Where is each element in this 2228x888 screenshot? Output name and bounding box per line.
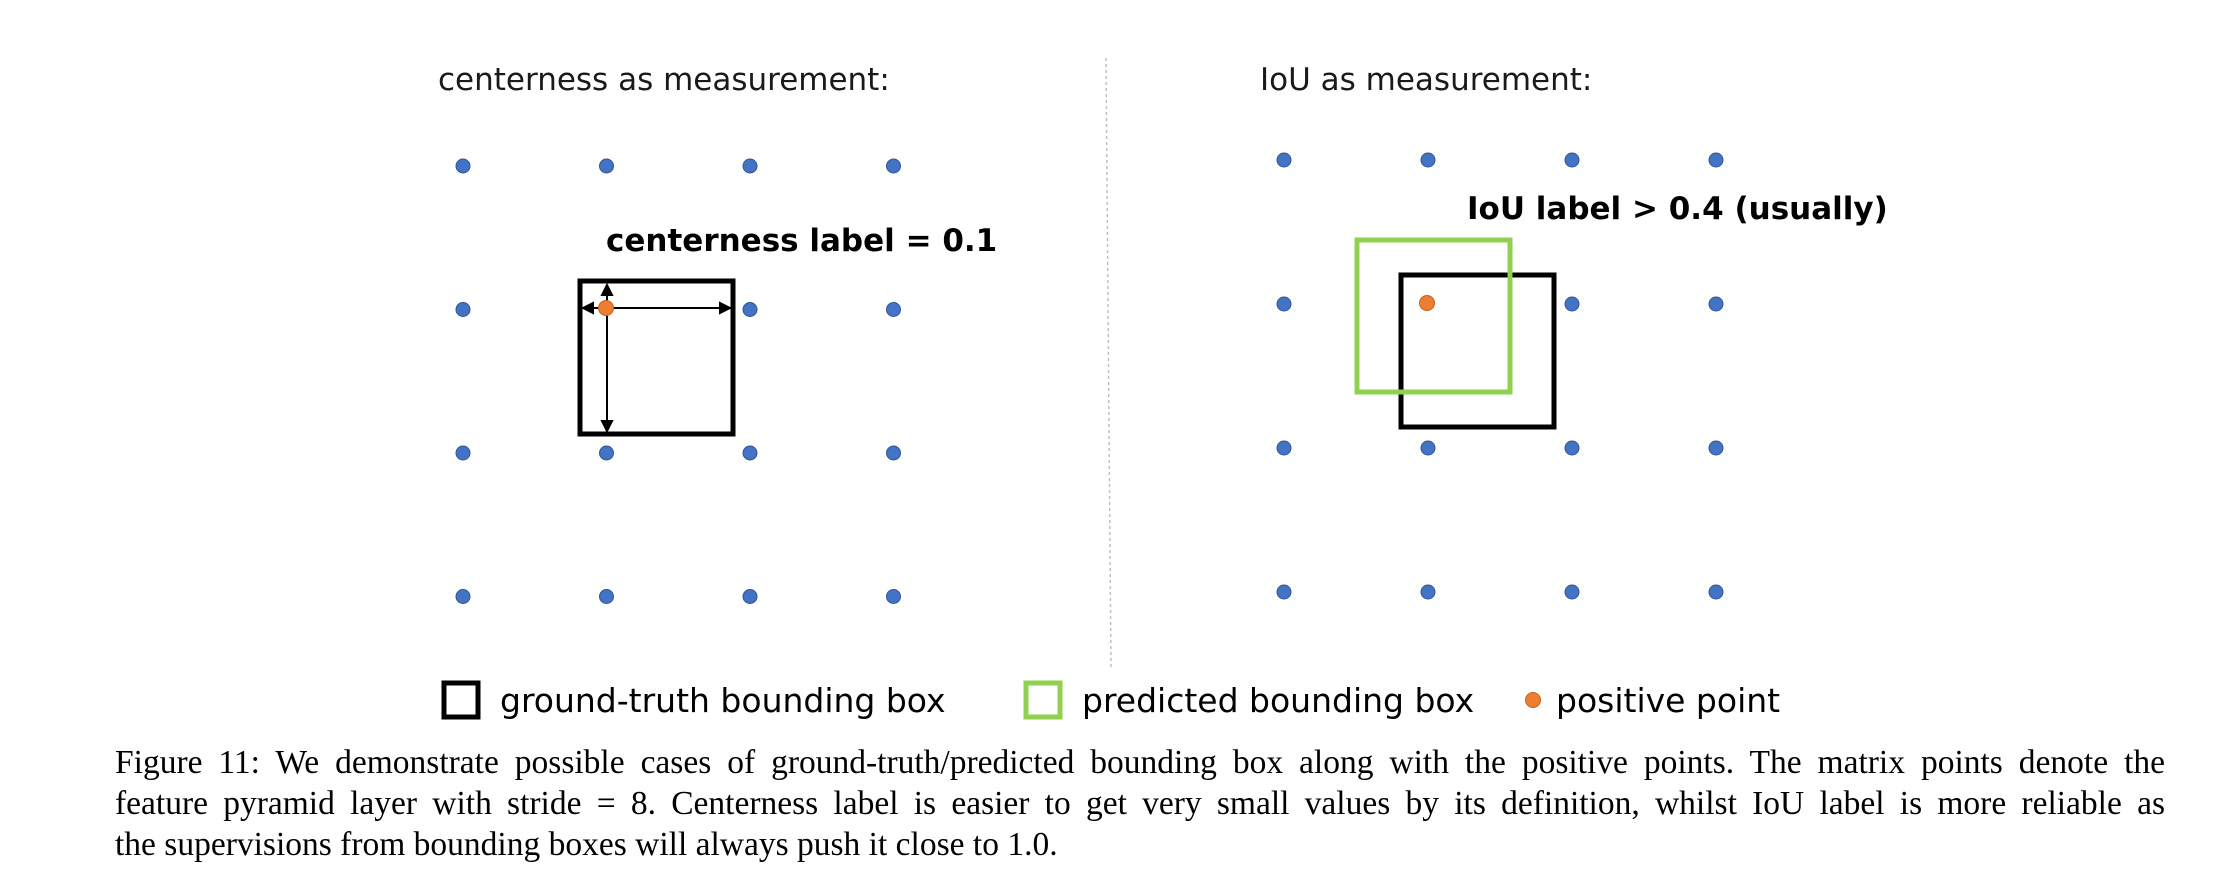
left-panel: centerness as measurement: centerness la… — [438, 62, 997, 604]
caption-line-1: Figure 11: We demonstrate possible cases… — [115, 744, 2165, 781]
grid-point — [1564, 440, 1580, 456]
grid-point — [1708, 440, 1724, 456]
grid-point — [1420, 152, 1436, 168]
caption-line-3: the supervisions from bounding boxes wil… — [115, 826, 1058, 863]
figure-diagram: centerness as measurement: centerness la… — [438, 57, 1888, 720]
left-panel-title: centerness as measurement: — [438, 62, 890, 98]
grid-point — [455, 589, 471, 604]
legend-predicted-swatch — [1023, 680, 1063, 720]
grid-point — [455, 302, 471, 317]
right-positive-point — [1419, 295, 1435, 311]
right-box-label: IoU label > 0.4 (usually) — [1467, 191, 1888, 227]
grid-point — [455, 445, 471, 461]
left-box-label: centerness label = 0.1 — [606, 223, 997, 259]
grid-point — [1564, 296, 1580, 312]
legend-ground-truth-label: ground-truth bounding box — [500, 681, 946, 720]
legend-ground-truth-swatch — [441, 680, 481, 720]
grid-point — [599, 589, 614, 604]
grid-point — [1564, 584, 1580, 600]
grid-point — [1420, 440, 1436, 456]
grid-point — [1708, 296, 1724, 312]
figure-caption: Figure 11: We demonstrate possible cases… — [115, 742, 2165, 865]
grid-point — [1708, 152, 1724, 168]
grid-point — [886, 589, 901, 604]
grid-point — [742, 589, 758, 604]
grid-point — [886, 158, 901, 174]
legend-predicted-label: predicted bounding box — [1082, 681, 1474, 720]
grid-point — [742, 445, 758, 461]
grid-point — [1276, 152, 1292, 168]
left-positive-point — [598, 300, 614, 316]
legend-positive-swatch — [1525, 692, 1541, 708]
grid-point — [742, 158, 758, 174]
grid-point — [886, 302, 901, 317]
right-panel-title: IoU as measurement: — [1260, 62, 1592, 98]
right-grid-points — [1276, 152, 1724, 600]
grid-point — [886, 445, 901, 461]
legend: ground-truth bounding box predicted boun… — [441, 680, 1780, 720]
grid-point — [455, 158, 471, 174]
grid-point — [1276, 584, 1292, 600]
grid-point — [1708, 584, 1724, 600]
grid-point — [599, 445, 614, 461]
caption-line-2: feature pyramid layer with stride = 8. C… — [115, 785, 2165, 822]
right-panel: IoU as measurement: IoU label > 0.4 (usu… — [1260, 62, 1888, 600]
grid-point — [599, 158, 614, 174]
grid-point — [1420, 584, 1436, 600]
legend-positive-label: positive point — [1556, 681, 1780, 720]
panel-divider — [1105, 57, 1112, 669]
grid-point — [742, 302, 758, 317]
grid-point — [1276, 440, 1292, 456]
left-grid-points — [455, 158, 901, 604]
grid-point — [1276, 296, 1292, 312]
left-ground-truth-box — [577, 278, 736, 437]
right-ground-truth-box — [1398, 272, 1557, 430]
grid-point — [1564, 152, 1580, 168]
right-predicted-box — [1354, 237, 1513, 395]
